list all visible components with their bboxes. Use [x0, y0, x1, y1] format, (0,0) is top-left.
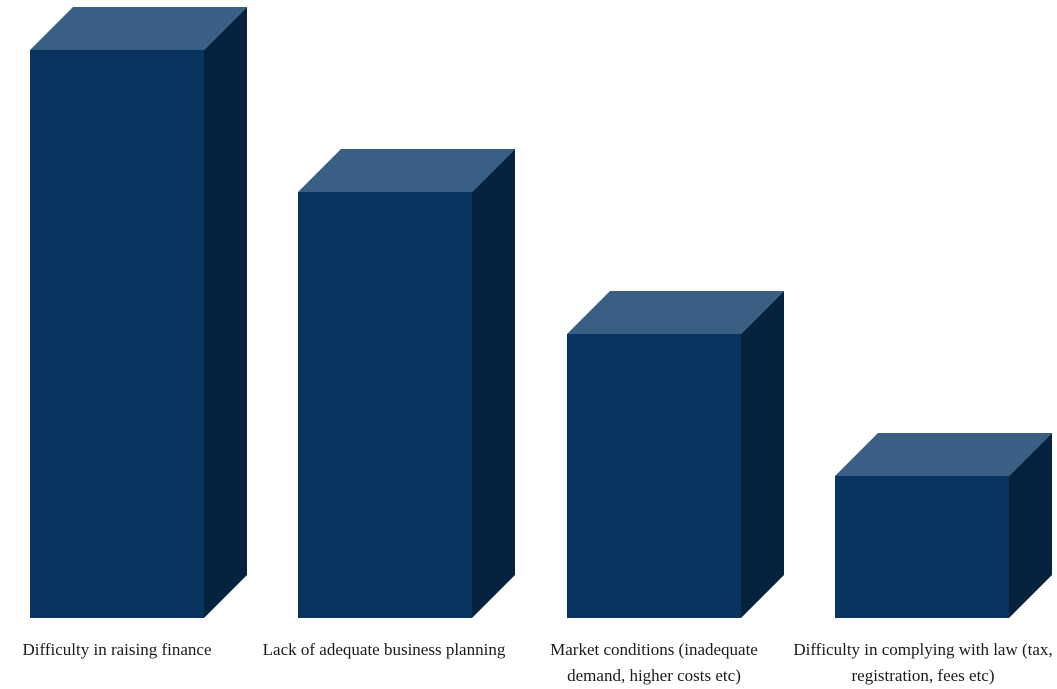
- bar-side-face: [204, 7, 247, 618]
- bar-side-face: [472, 149, 515, 618]
- bar-front-face: [30, 50, 204, 618]
- bar-top-face: [835, 433, 1052, 476]
- bar-front-face: [298, 192, 472, 618]
- bar-market-conditions: [567, 291, 784, 618]
- bar-side-face: [1009, 433, 1052, 618]
- category-label-finance: Difficulty in raising finance: [22, 640, 212, 659]
- category-label-business-planning: Lack of adequate business planning: [262, 640, 506, 659]
- bar-top-face: [567, 291, 784, 334]
- bar-front-face: [567, 334, 741, 618]
- bar-business-planning: [298, 149, 515, 618]
- category-label-market-conditions: Market conditions (inadequate demand, hi…: [550, 640, 758, 685]
- category-label-complying-law: Difficulty in complying with law (tax, r…: [793, 640, 1053, 685]
- bar-front-face: [835, 476, 1009, 618]
- bar-complying-law: [835, 433, 1052, 618]
- bar-finance: [30, 7, 247, 618]
- bar-top-face: [30, 7, 247, 50]
- bar-side-face: [741, 291, 784, 618]
- bar-top-face: [298, 149, 515, 192]
